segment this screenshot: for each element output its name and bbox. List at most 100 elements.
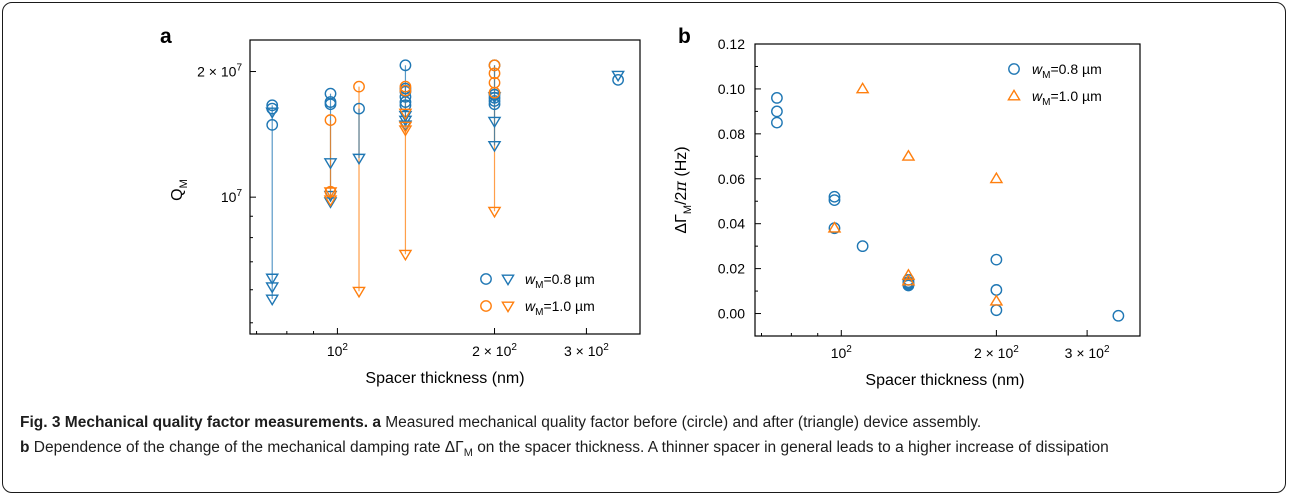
panel-b-legend-marker [1008,63,1020,75]
panel-b-point [828,190,841,203]
panel-b-point [989,294,1004,306]
panel-b-point [990,253,1003,266]
panel-a-point [352,286,366,299]
caption-part-a-label: a [372,414,381,431]
panel-b-axes-frame [754,43,1141,337]
panel-a-point [487,140,502,153]
panel-b-point [828,194,841,207]
panel-a-point [612,73,624,86]
panel-a-point [399,59,412,72]
panel-a-point [488,95,501,107]
panel-a-point [266,118,279,131]
panel-b-ytick-label: 0.08 [718,126,745,142]
panel-b-legend-marker [1007,89,1021,101]
panel-a-legend-marker [480,300,492,312]
panel-b-ytick-label: 0.10 [718,81,745,97]
figure-caption: Fig. 3 Mechanical quality factor measure… [20,410,1270,466]
panel-a-point [488,86,501,99]
panel-b-ytick-label: 0.00 [718,306,745,322]
panel-a-point [398,125,413,137]
panel-a-point [488,98,501,111]
panel-a-point [399,96,412,108]
panel-a-chart: a QM Spacer thickness (nm) 102 2 × 102 3 ×… [160,25,641,387]
caption-part-b-text-2: on the spacer thickness. A thinner space… [477,439,1109,456]
panel-b-point [989,171,1004,184]
panel-a-point [324,114,337,126]
panel-b-chart: b ΔΓM/2π (Hz) Spacer thickness (nm) 102 2… [671,25,1141,389]
panel-a-point [398,121,413,134]
panel-a-point [398,108,413,121]
svg-text:QM: QM [169,179,190,201]
panel-a-point [266,99,279,112]
panel-a-point [398,249,413,262]
caption-part-a-text: Measured mechanical quality factor befor… [385,414,982,431]
panel-a-legend-label: wM=1.0 µm [525,298,595,318]
panel-a-xtick-label: 102 [327,342,349,359]
panel-b-ytick-label: 0.02 [718,261,745,277]
panel-a-point [487,116,502,129]
panel-a-point [323,158,338,170]
panel-a-point [399,99,412,112]
panel-a-point [265,294,280,307]
caption-part-b-text-1: Dependence of the change of the mechanic… [33,439,464,456]
panel-a-point [323,187,338,199]
panel-a-point [265,107,280,119]
panel-b-point [901,268,916,280]
panel-a-point [323,195,338,207]
panel-a-ytick-label: 107 [221,188,243,205]
panel-b-legend: wM=0.8 µm wM=1.0 µm [1007,61,1102,108]
panel-a-ytick-label: 2 × 107 [197,63,242,80]
panel-a-ylabel-main: Q [169,188,186,200]
panel-a-point [488,59,501,72]
panel-a-point [265,282,280,294]
panel-b-legend-label: wM=1.0 µm [1032,88,1102,108]
panel-b-point [990,304,1003,317]
panel-b-xtick-label: 2 × 102 [974,344,1019,361]
panel-a-point [399,80,412,93]
panel-b-ytick-label: 0.06 [718,171,745,187]
panel-b-ytick-label: 0.04 [718,216,745,232]
panel-a-ylabel: QM [169,179,190,201]
panel-a-legend-marker [501,274,515,286]
panel-b-xlabel: Spacer thickness (nm) [865,372,1024,389]
panel-a-axes-frame [249,39,641,335]
panel-a-point [265,273,280,286]
panel-b-point [901,274,916,286]
panel-b-point [771,92,783,104]
panel-a-xtick-label: 2 × 102 [472,342,517,359]
panel-a-point [353,102,365,115]
panel-a-legend: wM=0.8 µm wM=1.0 µm [480,271,595,318]
caption-fig-label: Fig. 3 [20,414,61,431]
panel-a-ylabel-sub: M [178,179,190,188]
panel-a-point [353,80,365,93]
panel-a-ticks: 102 2 × 102 3 × 102 107 2 × 107 [197,63,609,359]
panel-b-point [990,284,1003,296]
panel-b-point [827,221,842,233]
panel-b-point [855,81,870,94]
svg-text:ΔΓM/2π (Hz): ΔΓM/2π (Hz) [671,146,694,233]
panel-b-ticks: 102 2 × 102 3 × 102 0.00 0.02 0.04 0.06 0.08 0.1… [718,36,1110,361]
panel-a-legend-marker [501,301,515,313]
panel-a-point [488,67,501,80]
panel-a-point [352,153,366,166]
panel-a-point [399,84,412,97]
panel-b-point [856,240,869,253]
panel-b-point [1112,309,1125,322]
panel-a-xlabel: Spacer thickness (nm) [365,370,524,387]
panel-a-point [487,206,502,219]
panel-b-point [901,149,916,161]
panel-a-legend-label: wM=0.8 µm [525,271,595,291]
caption-title: Mechanical quality factor measurements. [64,414,369,431]
panel-a-legend-marker [480,273,492,285]
panel-b-label: b [678,25,691,48]
caption-part-b-sub: M [463,447,473,460]
panel-a-label: a [160,25,172,48]
caption-part-b-label: b [20,439,30,456]
panel-b-point [771,105,783,118]
panel-a-point [324,98,337,111]
panel-a-connectors [271,65,496,300]
panel-a-markers [265,59,625,307]
panel-b-legend-label: wM=0.8 µm [1032,61,1102,81]
